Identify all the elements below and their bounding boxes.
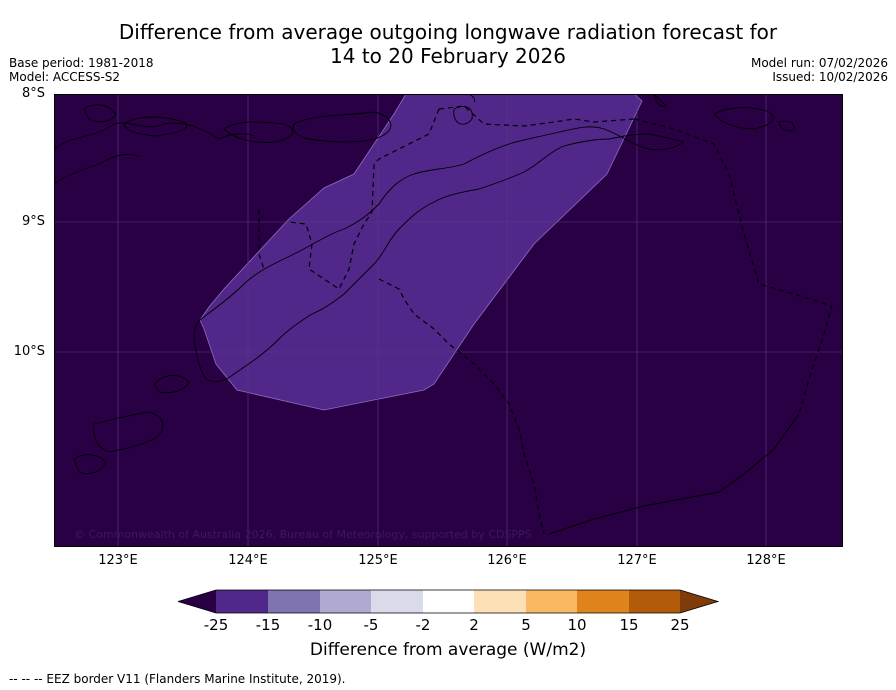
lon-label-127e: 127°E: [617, 553, 657, 568]
lon-label-123e: 123°E: [98, 553, 138, 568]
coastlines: [54, 94, 795, 474]
graticule: [54, 94, 843, 547]
colorbar-swatch-10: [680, 590, 718, 613]
colorbar-tick-9: 25: [670, 616, 690, 634]
colorbar-tick-5: 2: [469, 616, 479, 634]
colorbar-swatch-8: [577, 590, 629, 613]
colorbar-swatch-0: [178, 590, 216, 613]
colorbar-tick-8: 15: [619, 616, 639, 634]
chart-title: Difference from average outgoing longwav…: [0, 20, 896, 68]
colorbar-tick-0: -25: [203, 616, 229, 634]
eez-legend: -- -- -- EEZ border V11 (Flanders Marine…: [9, 672, 346, 686]
lon-label-125e: 125°E: [358, 553, 398, 568]
issued-date: Issued: 10/02/2026: [772, 70, 888, 84]
colorbar-tick-2: -10: [307, 616, 333, 634]
colorbar-tick-7: 10: [567, 616, 587, 634]
colorbar-swatch-1: [216, 590, 268, 613]
anomaly-region: [199, 94, 643, 411]
meta-left: Base period: 1981-2018 Model: ACCESS-S2: [9, 56, 154, 84]
lat-label-10s: 10°S: [13, 344, 45, 359]
lon-label-126e: 126°E: [487, 553, 527, 568]
colorbar-tick-4: -2: [415, 616, 431, 634]
colorbar-outline: [178, 589, 720, 614]
eez-border: [258, 105, 833, 535]
chart-title-line1: Difference from average outgoing longwav…: [118, 20, 778, 44]
colorbar-swatch-9: [629, 590, 680, 613]
colorbar-title: Difference from average (W/m2): [309, 640, 587, 660]
map-panel: © Commonwealth of Australia 2026, Bureau…: [54, 94, 843, 547]
colorbar-swatch-6: [474, 590, 526, 613]
colorbar-swatch-5: [423, 590, 474, 613]
colorbar-swatch-7: [526, 590, 577, 613]
meta-right: Model run: 07/02/2026 Issued: 10/02/2026: [751, 56, 888, 84]
colorbar-swatch-4: [371, 590, 423, 613]
colorbar: [178, 589, 720, 614]
lon-label-124e: 124°E: [228, 553, 268, 568]
base-period: Base period: 1981-2018: [9, 56, 154, 70]
colorbar-swatch-3: [320, 590, 371, 613]
colorbar-tick-1: -15: [255, 616, 281, 634]
copyright-text: © Commonwealth of Australia 2026, Bureau…: [74, 528, 532, 541]
chart-title-line2: 14 to 20 February 2026: [330, 44, 566, 68]
maritime-boundary: [548, 413, 800, 535]
lat-label-9s: 9°S: [21, 214, 45, 229]
colorbar-swatch-2: [268, 590, 320, 613]
model-run: Model run: 07/02/2026: [750, 56, 888, 70]
lon-label-128e: 128°E: [746, 553, 786, 568]
colorbar-tick-6: 5: [521, 616, 531, 634]
colorbar-tick-3: -5: [363, 616, 379, 634]
lat-label-8s: 8°S: [21, 86, 45, 101]
model-name: Model: ACCESS-S2: [9, 70, 121, 84]
map-frame: [54, 94, 843, 547]
